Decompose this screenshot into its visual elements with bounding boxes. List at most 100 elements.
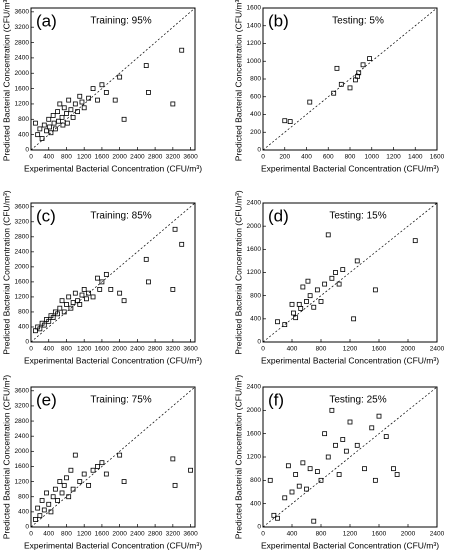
point (59, 490, 65, 496)
point (333, 270, 338, 275)
y-tick-label: 800 (18, 116, 29, 123)
point (340, 267, 346, 273)
point (340, 437, 346, 442)
y-tick-label: 1000 (247, 58, 262, 65)
x-axis-label: Experimental Bacterial Concentration (CF… (24, 163, 202, 173)
y-tick-label: 200 (250, 129, 261, 136)
point (55, 498, 60, 503)
y-tick-label: 1600 (15, 279, 30, 286)
x-tick-label: 3200 (166, 531, 181, 538)
point (329, 275, 335, 281)
point (289, 489, 295, 495)
y-tick-label: 0 (25, 339, 29, 346)
point (75, 109, 80, 115)
y-tick-label: 2000 (15, 448, 30, 455)
point (81, 105, 87, 111)
point (79, 99, 85, 105)
x-tick-label: 1200 (386, 154, 401, 161)
x-tick-label: 1600 (430, 154, 445, 161)
point (46, 501, 52, 507)
point (57, 305, 63, 311)
x-tick-label: 2000 (112, 531, 127, 538)
point (307, 99, 313, 105)
y-tick-label: 1600 (247, 5, 262, 12)
point (343, 448, 349, 454)
panel-label: (b) (268, 11, 289, 30)
x-tick-label: 0 (29, 531, 33, 538)
point (57, 479, 63, 484)
y-tick-label: 2000 (247, 407, 262, 414)
x-tick-label: 2000 (112, 346, 127, 353)
x-tick-label: 2400 (430, 531, 445, 538)
y-tick-label: 800 (18, 493, 29, 500)
point (311, 304, 317, 310)
point (146, 279, 151, 285)
point (369, 425, 375, 431)
point (347, 419, 353, 425)
point (143, 256, 149, 262)
point (336, 281, 342, 287)
point (51, 120, 57, 126)
x-tick-label: 2400 (130, 531, 145, 538)
point (121, 116, 127, 122)
x-tick-label: 0 (29, 346, 33, 353)
point (90, 467, 96, 473)
point (64, 475, 69, 481)
point (55, 109, 60, 115)
point (68, 467, 74, 473)
point (394, 472, 400, 477)
point (99, 82, 105, 88)
y-axis-label: Predicted Bacterial Concentration (CFU/m… (1, 0, 11, 161)
panel: 0 400 800 1200 1600 2000 2400 2800 3200 360004008… (1, 0, 202, 173)
x-tick-label: 3600 (183, 154, 198, 161)
x-tick-label: 0 (261, 154, 265, 161)
x-axis-label: Experimental Bacterial Concentration (CF… (261, 163, 439, 173)
point (383, 434, 389, 439)
point (271, 512, 277, 518)
point (117, 74, 123, 80)
point (48, 130, 54, 136)
x-tick-label: 3600 (183, 346, 198, 353)
x-tick-label: 0 (261, 346, 265, 353)
point (291, 310, 296, 316)
point (37, 326, 43, 332)
point (318, 299, 324, 304)
point (72, 290, 78, 296)
point (117, 290, 123, 296)
y-tick-label: 2000 (247, 223, 262, 230)
point (322, 281, 328, 287)
x-tick-label: 1200 (77, 346, 92, 353)
point (305, 278, 311, 284)
point (108, 287, 114, 292)
point (179, 241, 185, 247)
point (351, 316, 357, 322)
y-axis-label: Predicted Bacterial Concentration (CFU/m… (233, 0, 243, 161)
annotation: Testing: 25% (329, 395, 386, 406)
point (172, 226, 178, 232)
y-tick-label: 3600 (15, 9, 30, 16)
x-tick-label: 800 (61, 531, 72, 538)
point (41, 507, 47, 513)
x-tick-label: 600 (323, 154, 334, 161)
plot-frame (30, 202, 196, 343)
point (121, 479, 127, 484)
plot-frame (30, 7, 196, 151)
point (66, 294, 72, 300)
x-tick-label: 1200 (77, 531, 92, 538)
point (285, 463, 291, 469)
point (68, 107, 74, 113)
annotation: Testing: 15% (329, 211, 386, 222)
point (293, 315, 299, 321)
point (121, 298, 127, 304)
point (72, 452, 78, 458)
point (50, 113, 56, 118)
annotation: Training: 75% (90, 395, 151, 406)
y-tick-label: 0 (257, 524, 261, 531)
point (103, 271, 109, 277)
y-tick-label: 1200 (247, 269, 262, 276)
y-axis-label: Predicted Bacterial Concentration (CFU/m… (1, 375, 11, 540)
point (304, 299, 309, 304)
y-tick-label: 0 (25, 147, 29, 154)
y-tick-label: 1400 (247, 22, 262, 29)
point (44, 490, 49, 496)
